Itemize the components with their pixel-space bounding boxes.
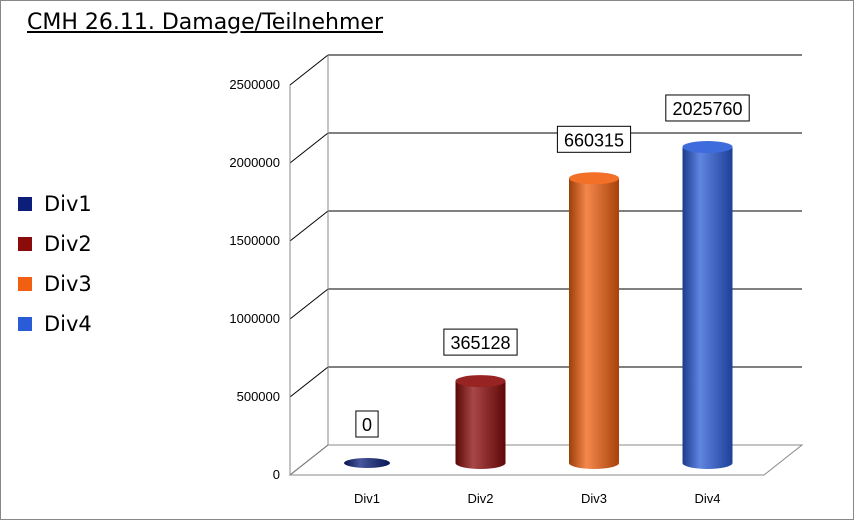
- legend-swatch: [18, 317, 32, 331]
- data-label-box: [443, 328, 518, 356]
- y-tick-label: 500000: [237, 389, 280, 404]
- data-label-box: [665, 94, 750, 122]
- data-label: 0: [362, 415, 372, 435]
- bar-div4: [682, 146, 733, 470]
- y-tick-label: 2000000: [229, 155, 280, 170]
- legend-item-div1: Div1: [18, 184, 92, 224]
- bar-div2: [455, 381, 506, 470]
- data-label: 2025760: [672, 99, 742, 119]
- legend-swatch: [18, 197, 32, 211]
- data-label-box: [556, 125, 632, 153]
- legend-item-div2: Div2: [18, 224, 92, 264]
- legend-label: Div3: [44, 272, 92, 296]
- y-tick-label: 0: [273, 467, 280, 482]
- legend-swatch: [18, 237, 32, 251]
- y-tick-label: 1000000: [229, 311, 280, 326]
- gridline-side: [289, 366, 329, 398]
- gridline-side: [289, 132, 329, 164]
- legend-item-div4: Div4: [18, 304, 92, 344]
- x-tick-label: Div3: [581, 491, 607, 506]
- data-label: 660315: [564, 130, 624, 150]
- data-label-box: [355, 410, 379, 438]
- data-label: 365128: [450, 333, 510, 353]
- bar-div3: [569, 178, 619, 470]
- bar-top-div4: [682, 140, 733, 153]
- legend-swatch: [18, 277, 32, 291]
- y-tick-label: 1500000: [229, 233, 280, 248]
- floor: [288, 444, 804, 476]
- bar-top-div2: [455, 375, 506, 388]
- legend-label: Div1: [44, 192, 92, 216]
- gridline-side: [289, 54, 329, 86]
- bar-top-div3: [569, 172, 619, 185]
- legend: Div1 Div2 Div3 Div4: [18, 184, 92, 344]
- legend-item-div3: Div3: [18, 264, 92, 304]
- y-tick-label: 2500000: [229, 77, 280, 92]
- x-tick-label: Div1: [354, 491, 380, 506]
- x-tick-label: Div4: [694, 491, 720, 506]
- gridline-side: [289, 288, 329, 320]
- legend-label: Div2: [44, 232, 92, 256]
- chart-title: CMH 26.11. Damage/Teilnehmer: [27, 10, 383, 35]
- bar-div1: [344, 458, 390, 468]
- x-tick-label: Div2: [467, 491, 493, 506]
- legend-label: Div4: [44, 312, 92, 336]
- gridline-side: [289, 210, 329, 242]
